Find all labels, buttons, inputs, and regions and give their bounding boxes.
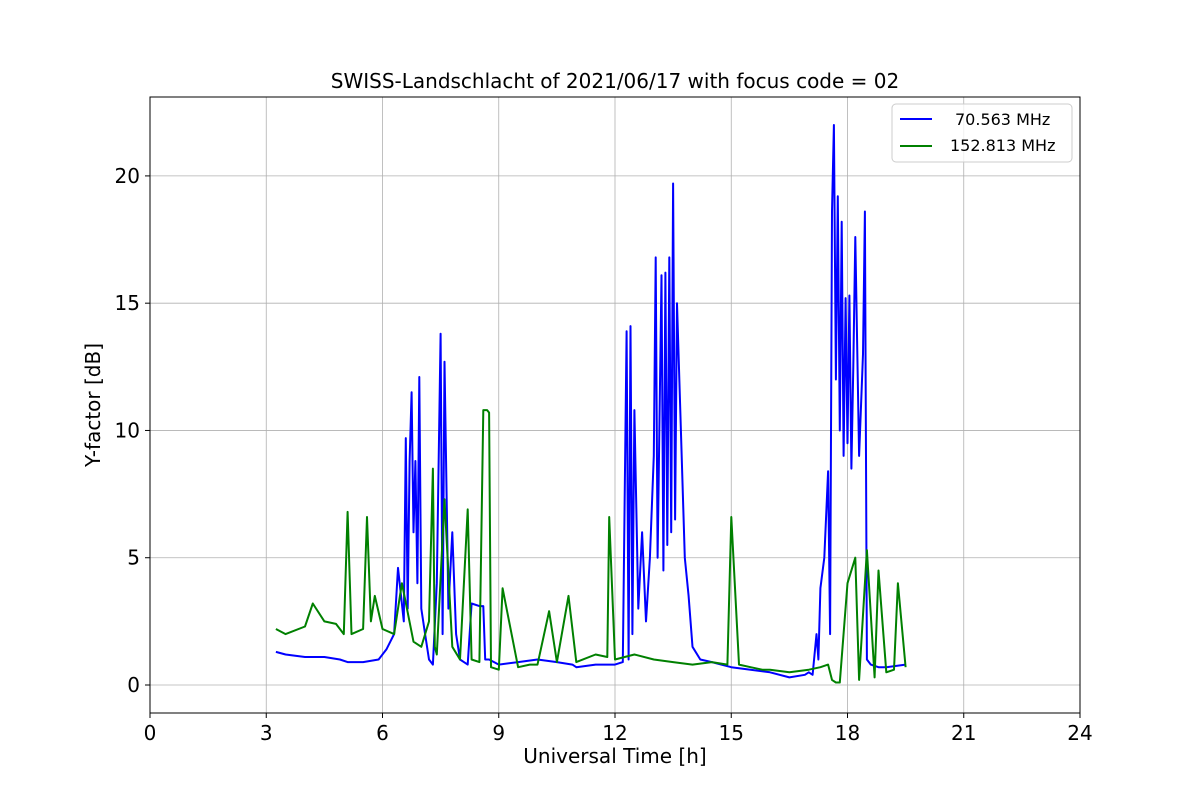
series-line-0 [275,124,906,679]
y-tick-label: 20 [115,164,140,188]
x-tick-label: 12 [602,721,627,745]
x-tick-label: 0 [144,721,157,745]
y-tick-label: 5 [127,546,140,570]
x-tick-label: 9 [492,721,505,745]
y-axis-label: Y-factor [dB] [81,343,105,468]
series-layer [275,124,907,684]
chart-title: SWISS-Landschlacht of 2021/06/17 with fo… [331,69,899,93]
x-tick-label: 3 [260,721,273,745]
x-axis-label: Universal Time [h] [523,744,706,768]
x-tick-label: 21 [951,721,976,745]
legend-label-152mhz: 152.813 MHz [950,136,1055,155]
legend-label-70mhz: 70.563 MHz [955,110,1050,129]
legend-box [891,103,1073,163]
x-tick-label: 6 [376,721,389,745]
x-tick-label: 15 [719,721,744,745]
x-tick-label: 24 [1067,721,1092,745]
legend: 70.563 MHz 152.813 MHz [891,103,1073,163]
series-line-1 [275,409,907,684]
y-tick-label: 15 [115,291,140,315]
ticks: 0 3 6 9 12 15 18 21 24 0 5 10 15 20 [115,164,1093,745]
y-tick-label: 10 [115,418,140,442]
y-tick-label: 0 [127,673,140,697]
x-tick-label: 18 [835,721,860,745]
